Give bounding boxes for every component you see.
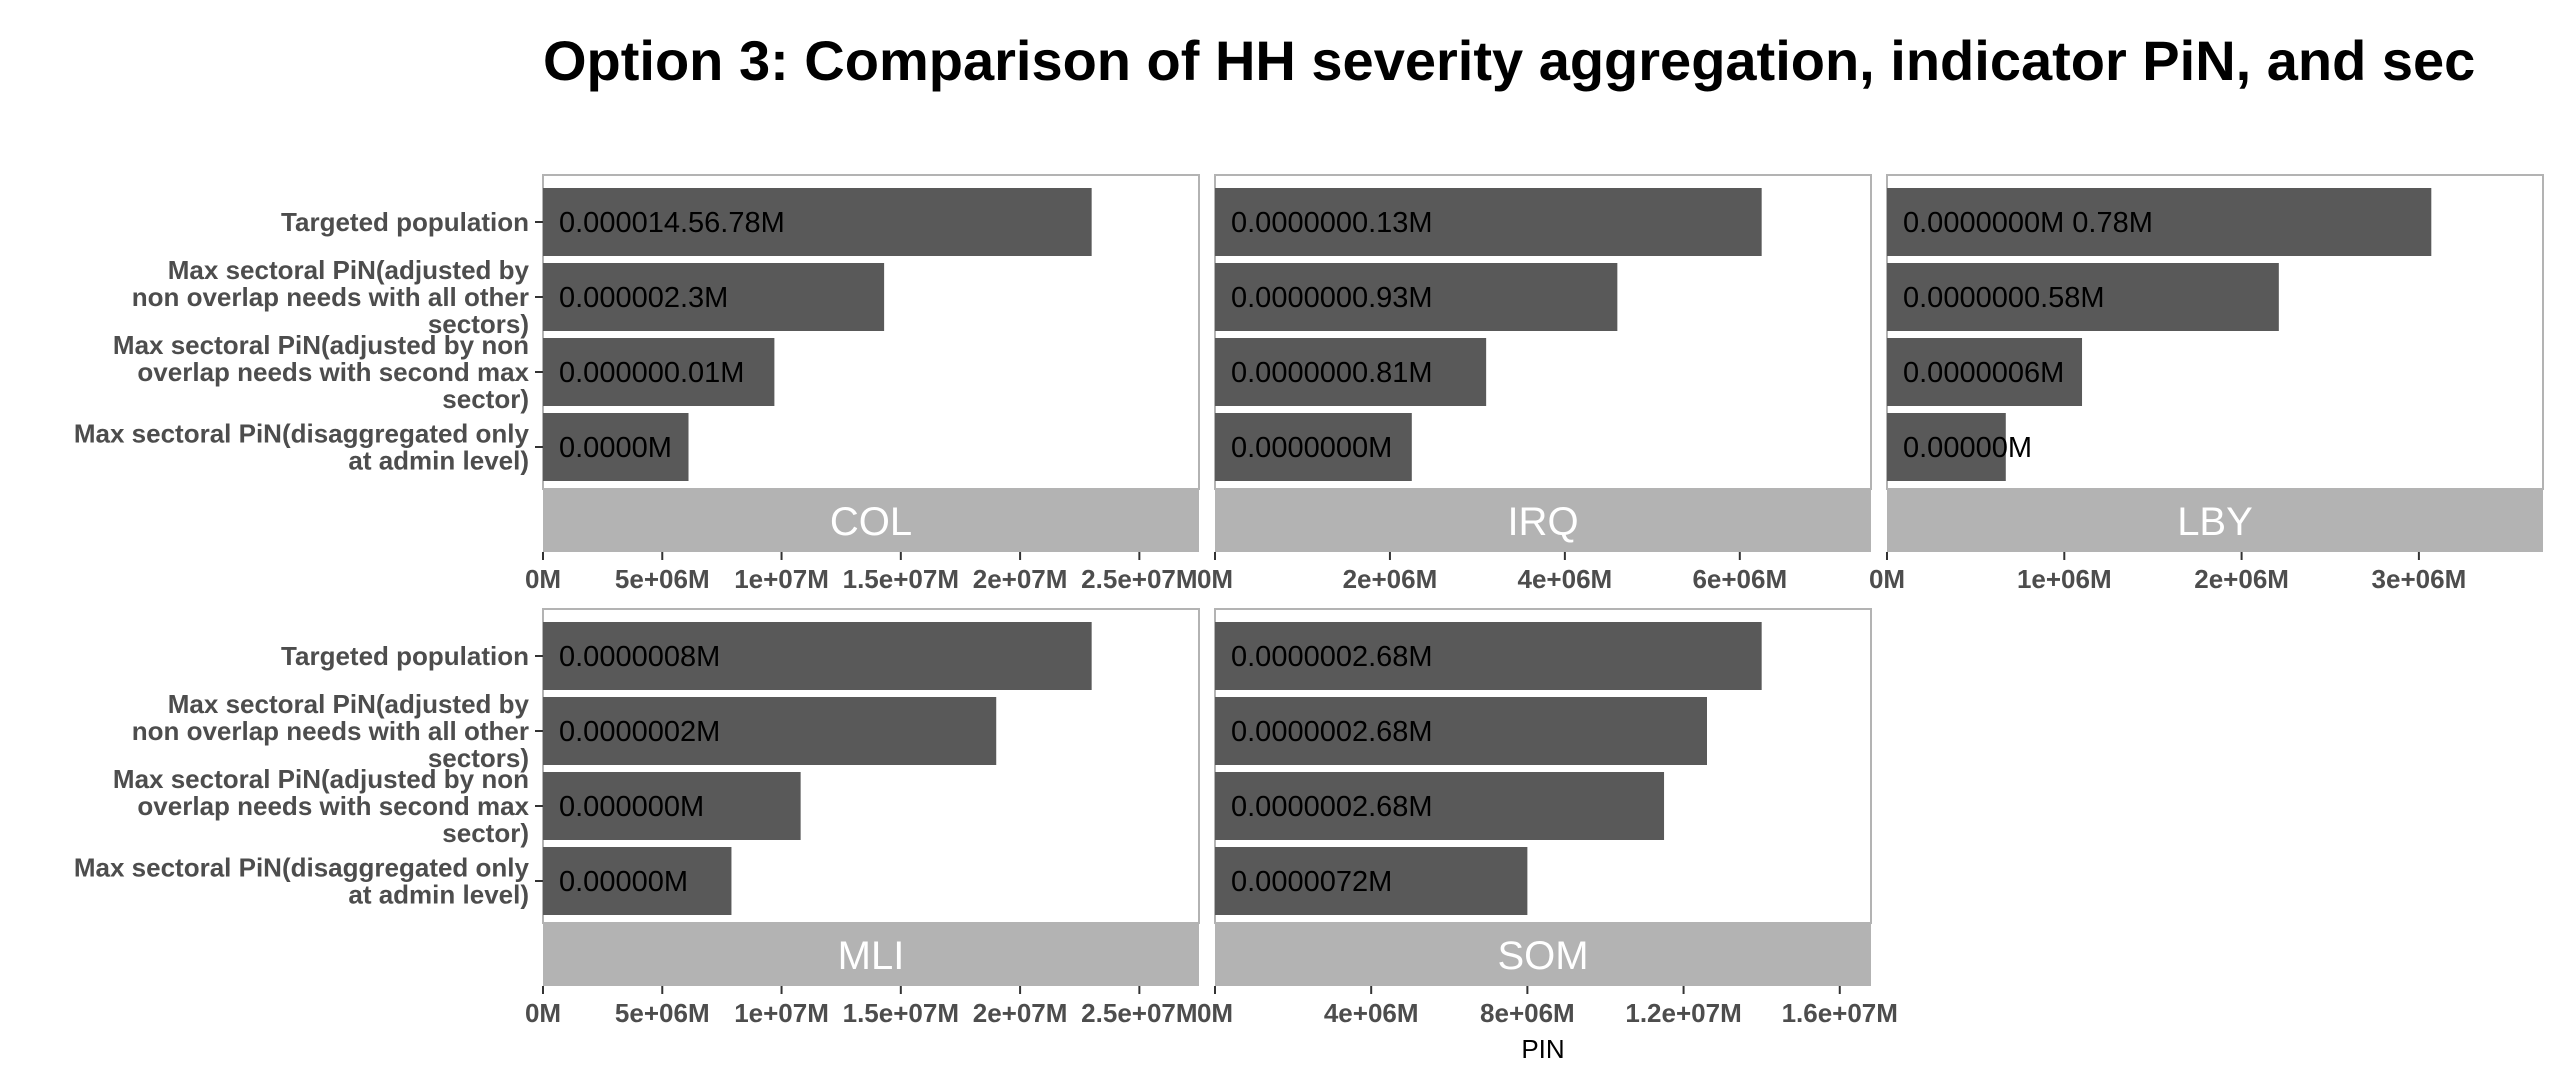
x-tick-label: 1e+06M [2017,564,2112,594]
y-category-label: Max sectoral PiN(adjusted by non overlap … [132,689,530,773]
bar-irq-2 [1215,263,1618,331]
data-label: 0.000000M [559,791,704,823]
data-label: 0.0000000.93M [1231,282,1433,314]
bar-irq-1 [1215,188,1762,256]
x-tick-label: 8e+06M [1480,998,1575,1028]
bar-col-2 [543,263,885,331]
panel-lby: 0.0000000M 0.78M 0.0000000.58M 0.0000006M 0… [1869,174,2544,594]
facet-strip-label: IRQ [1507,500,1578,544]
facet-strip-label: LBY [2177,500,2253,544]
data-label: 0.000002.3M [559,282,728,314]
data-label: 0.0000002.68M [1231,716,1433,748]
bar-som-1 [1215,622,1762,690]
bar-col-4 [543,413,689,481]
y-category-label: Max sectoral PiN(disaggregated only at ad… [74,853,530,910]
x-tick-label: 1.6e+07M [1782,998,1898,1028]
bar-irq-3 [1215,338,1487,406]
x-tick-label: 0M [525,564,561,594]
x-tick-label: 4e+06M [1324,998,1419,1028]
data-label: 0.0000002.68M [1231,641,1433,673]
x-tick-label: 0M [1197,998,1233,1028]
x-axis-title: PIN [1521,1034,1564,1064]
bar-irq-4 [1215,413,1412,481]
bar-lby-1 [1887,188,2432,256]
bar-col-3 [543,338,775,406]
y-category-label: Max sectoral PiN(disaggregated only at ad… [74,419,530,476]
x-tick-label: 0M [1197,564,1233,594]
y-category-label: Max sectoral PiN(adjusted by non overlap … [113,764,530,848]
facet-strip-label: SOM [1497,934,1588,978]
x-tick-label: 2.5e+07M [1081,998,1197,1028]
data-label: 0.0000000.13M [1231,207,1433,239]
data-label: 0.0000002M [559,716,720,748]
data-label: 0.0000000M 0.78M [1903,207,2153,239]
chart-panels: 0.000014.56.78M 0.000002.3M 0.000000.01M 0.… [74,174,2544,1028]
facet-strip [1887,489,2543,552]
x-tick-label: 1e+07M [734,564,829,594]
data-label: 0.0000006M [1903,357,2064,389]
x-tick-label: 3e+06M [2372,564,2467,594]
bar-col-1 [543,188,1092,256]
x-tick-label: 2e+06M [1343,564,1438,594]
facet-strip-label: MLI [838,934,905,978]
data-label: 0.0000000M [1231,432,1392,464]
data-label: 0.00000M [1903,432,2032,464]
data-label: 0.0000000.58M [1903,282,2105,314]
y-category-label: Targeted population [281,641,529,671]
data-label: 0.0000008M [559,641,720,673]
panel-irq: 0.0000000.13M 0.0000000.93M 0.0000000.81M 0… [1197,174,1872,594]
data-label: 0.0000M [559,432,672,464]
bar-lby-4 [1887,413,2006,481]
bar-lby-3 [1887,338,2083,406]
facet-strip [543,923,1199,986]
x-tick-label: 1.5e+07M [843,998,959,1028]
data-label: 0.000014.56.78M [559,207,785,239]
x-tick-label: 6e+06M [1692,564,1787,594]
x-tick-label: 2e+06M [2194,564,2289,594]
bar-mli-4 [543,847,732,915]
bar-mli-2 [543,697,997,765]
panel-mli: 0.0000008M 0.0000002M 0.000000M 0.00000M MLI… [74,608,1200,1028]
facet-strip-label: COL [830,500,912,544]
data-label: 0.0000002.68M [1231,791,1433,823]
x-tick-label: 2e+07M [973,564,1068,594]
bar-som-3 [1215,772,1665,840]
data-label: 0.0000072M [1231,866,1392,898]
data-label: 0.00000M [559,866,688,898]
x-tick-label: 0M [1869,564,1905,594]
bar-som-4 [1215,847,1528,915]
x-tick-label: 1e+07M [734,998,829,1028]
x-tick-label: 2.5e+07M [1081,564,1197,594]
x-tick-label: 1.2e+07M [1625,998,1741,1028]
data-label: 0.0000000.81M [1231,357,1433,389]
bar-lby-2 [1887,263,2279,331]
x-tick-label: 2e+07M [973,998,1068,1028]
panel-som: 0.0000002.68M 0.0000002.68M 0.0000002.68M 0… [1197,608,1898,1028]
bar-mli-3 [543,772,801,840]
x-tick-label: 1.5e+07M [843,564,959,594]
x-tick-label: 5e+06M [615,998,710,1028]
bar-som-2 [1215,697,1707,765]
chart-title: Option 3: Comparison of HH severity aggr… [543,29,2475,92]
y-category-label: Targeted population [281,207,529,237]
facet-strip [543,489,1199,552]
x-tick-label: 4e+06M [1518,564,1613,594]
y-category-label: Max sectoral PiN(adjusted by non overlap … [113,330,530,414]
facet-strip [1215,923,1871,986]
x-tick-label: 5e+06M [615,564,710,594]
panel-col: 0.000014.56.78M 0.000002.3M 0.000000.01M 0.… [74,174,1200,594]
facet-strip [1215,489,1871,552]
y-category-label: Max sectoral PiN(adjusted by non overlap … [132,255,530,339]
x-tick-label: 0M [525,998,561,1028]
bar-mli-1 [543,622,1092,690]
data-label: 0.000000.01M [559,357,744,389]
